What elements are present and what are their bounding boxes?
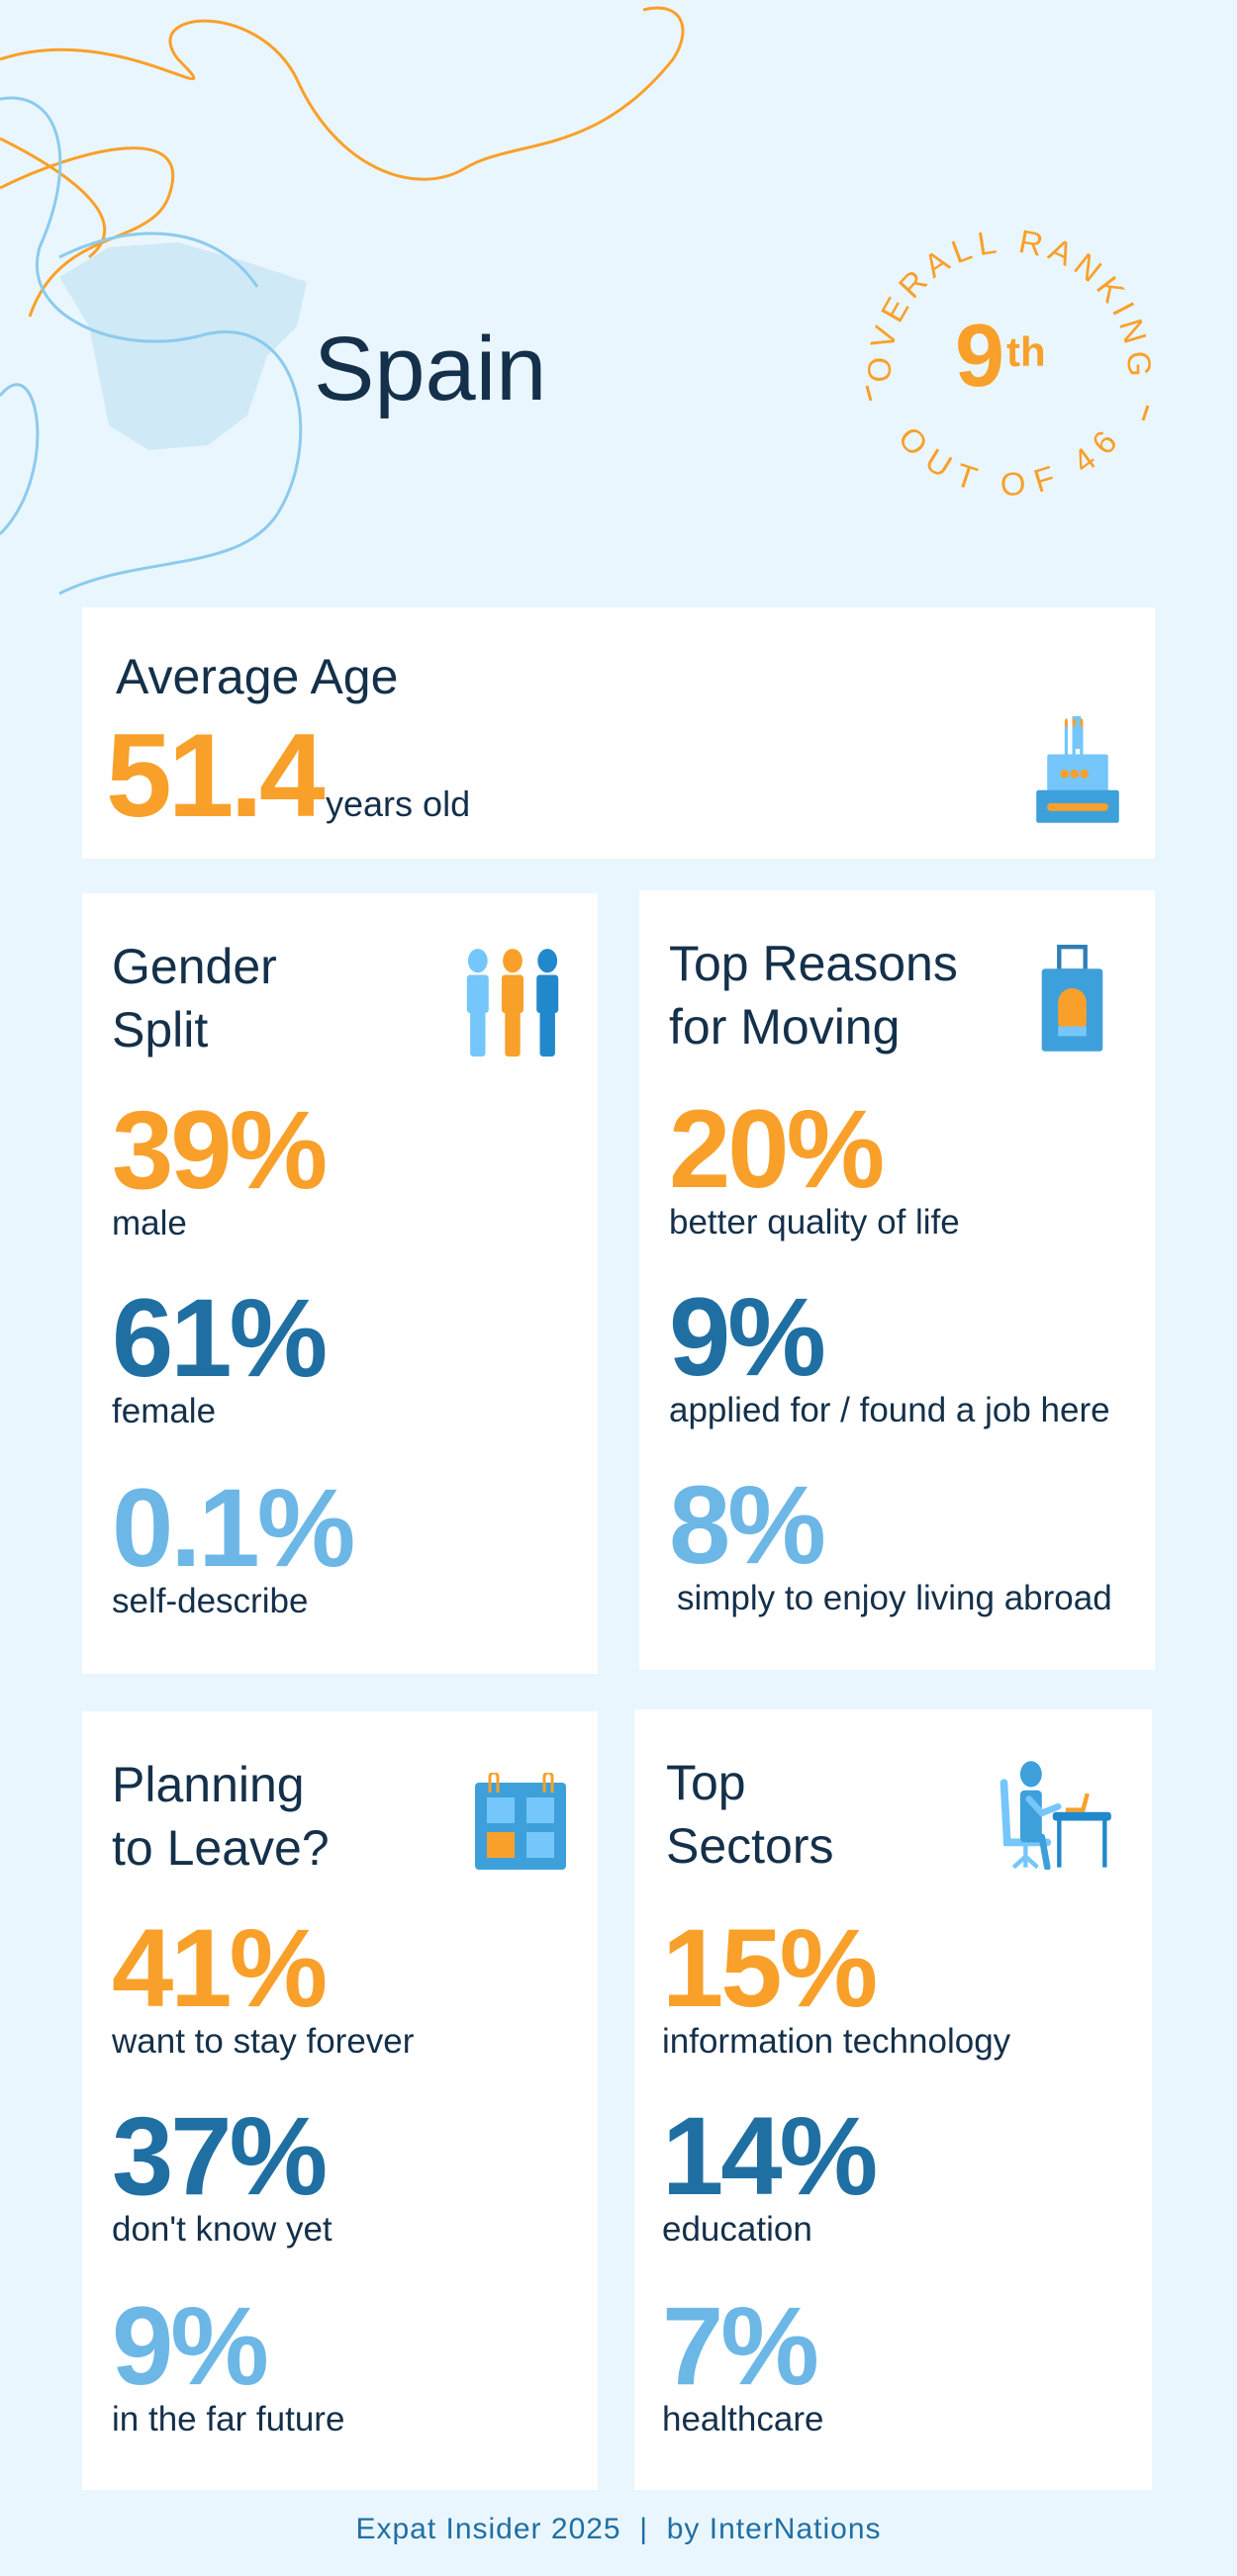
stat-item: 20% better quality of life <box>669 1087 960 1242</box>
top-sectors-card: Top Sectors 15% information technology 14%… <box>634 1709 1152 2490</box>
stat-item: 39% male <box>112 1088 328 1243</box>
stat-item: 37% don't know yet <box>112 2094 333 2250</box>
stat-item: 0.1% self-describe <box>112 1466 355 1621</box>
stat-item: 7% healthcare <box>662 2284 824 2439</box>
birthday-cake-icon <box>1036 716 1119 823</box>
stat-item: 8% simply to enjoy living abroad <box>669 1463 1112 1618</box>
stat-item: 9% applied for / found a job here <box>669 1275 1110 1430</box>
top-reasons-card: Top Reasons for Moving 20% better quality … <box>639 890 1155 1670</box>
badge-rank: 9 <box>955 307 1004 406</box>
reasons-title: Top Reasons for Moving <box>669 936 958 1055</box>
people-icon <box>466 949 559 1057</box>
svg-text:OUT OF 46: OUT OF 46 <box>892 419 1128 504</box>
gender-split-card: Gender Split 39% male 61% female 0.1% self-d… <box>82 893 598 1674</box>
country-title: Spain <box>314 319 547 419</box>
average-age-title: Average Age <box>116 649 399 704</box>
overall-ranking-badge: OVERALL RANKING OUT OF 46 9 th <box>861 223 1153 504</box>
badge-bottom-text: OUT OF 46 <box>892 419 1122 504</box>
decorative-squiggles <box>0 6 685 596</box>
desk-worker-icon <box>999 1761 1111 1870</box>
average-age-card: Average Age 51.4 years old <box>82 607 1155 859</box>
calendar-icon <box>475 1773 566 1870</box>
gender-title: Gender Split <box>112 939 277 1058</box>
badge-rank-suffix: th <box>1006 328 1046 375</box>
sectors-title: Top Sectors <box>666 1755 834 1874</box>
average-age-unit: years old <box>326 783 471 824</box>
planning-title: Planning to Leave? <box>112 1757 330 1876</box>
stat-item: 15% information technology <box>662 1906 1011 2062</box>
stat-item: 9% in the far future <box>112 2284 345 2439</box>
spain-map-shape <box>59 242 307 450</box>
planning-to-leave-card: Planning to Leave? 41% want to stay foreve… <box>82 1711 598 2490</box>
suitcase-icon <box>1041 945 1103 1052</box>
footer-credit: Expat Insider 2025 | by InterNations <box>355 2513 882 2545</box>
stat-item: 14% education <box>662 2094 878 2250</box>
average-age-value: 51.4 <box>106 709 326 842</box>
stat-item: 41% want to stay forever <box>112 1906 415 2062</box>
stat-item: 61% female <box>112 1276 328 1431</box>
